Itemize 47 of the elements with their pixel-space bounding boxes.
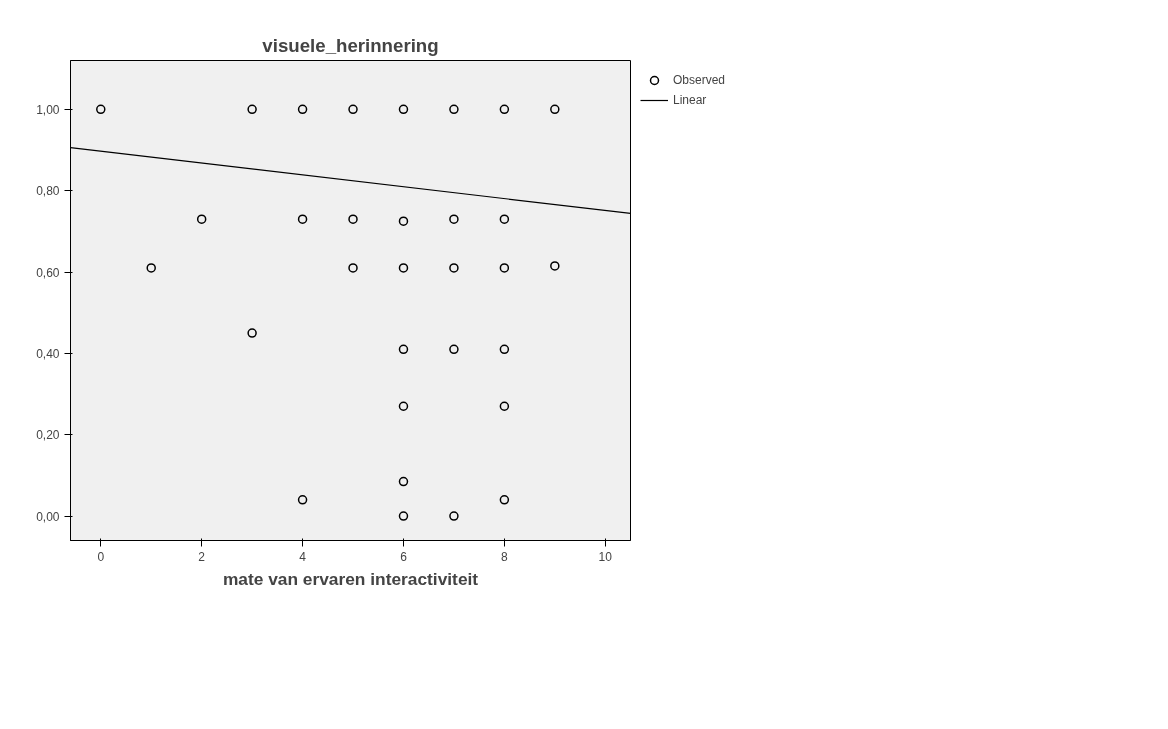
point: [449, 511, 459, 521]
x-tick-label: 6: [400, 549, 408, 564]
x-tick-label: 4: [299, 549, 307, 564]
y-tick-label: 1,00: [36, 102, 60, 117]
point: [247, 328, 257, 338]
y-tick-label: 0,00: [36, 509, 60, 524]
point: [499, 495, 510, 505]
point: [398, 344, 409, 355]
x-tick-label: 10: [598, 549, 613, 564]
point: [196, 214, 207, 224]
point: [550, 104, 560, 115]
point: [449, 214, 459, 224]
point: [348, 263, 358, 273]
point: [449, 104, 459, 115]
chart-title: visuele_herinnering: [262, 34, 439, 56]
point: [499, 214, 510, 224]
point: [550, 261, 560, 271]
point: [398, 511, 409, 521]
point: [96, 104, 106, 115]
point: [449, 344, 459, 355]
y-tick-label: 0,40: [36, 346, 60, 361]
point: [499, 104, 510, 115]
point: [348, 214, 358, 224]
legend-label: Linear: [673, 92, 707, 108]
point: [499, 344, 510, 355]
point: [499, 401, 510, 411]
point: [146, 263, 156, 273]
point: [297, 495, 308, 505]
x-tick-label: 0: [97, 549, 105, 564]
y-tick-label: 0,80: [36, 184, 60, 199]
y-tick-label: 0,20: [36, 428, 60, 443]
x-axis-title: mate van ervaren interactiviteit: [222, 568, 479, 589]
point: [449, 263, 459, 273]
y-tick-label: 0,60: [36, 265, 60, 280]
x-tick-label: 2: [198, 549, 206, 564]
point: [398, 104, 409, 115]
point: [398, 263, 409, 273]
point: [398, 401, 409, 411]
point: [348, 104, 358, 115]
point: [297, 214, 308, 224]
point: [297, 104, 308, 115]
point: [247, 104, 257, 115]
point: [499, 263, 510, 273]
legend-label: Observed: [673, 72, 726, 88]
point: [398, 216, 409, 226]
x-tick-label: 8: [501, 549, 509, 564]
point: [398, 476, 409, 487]
